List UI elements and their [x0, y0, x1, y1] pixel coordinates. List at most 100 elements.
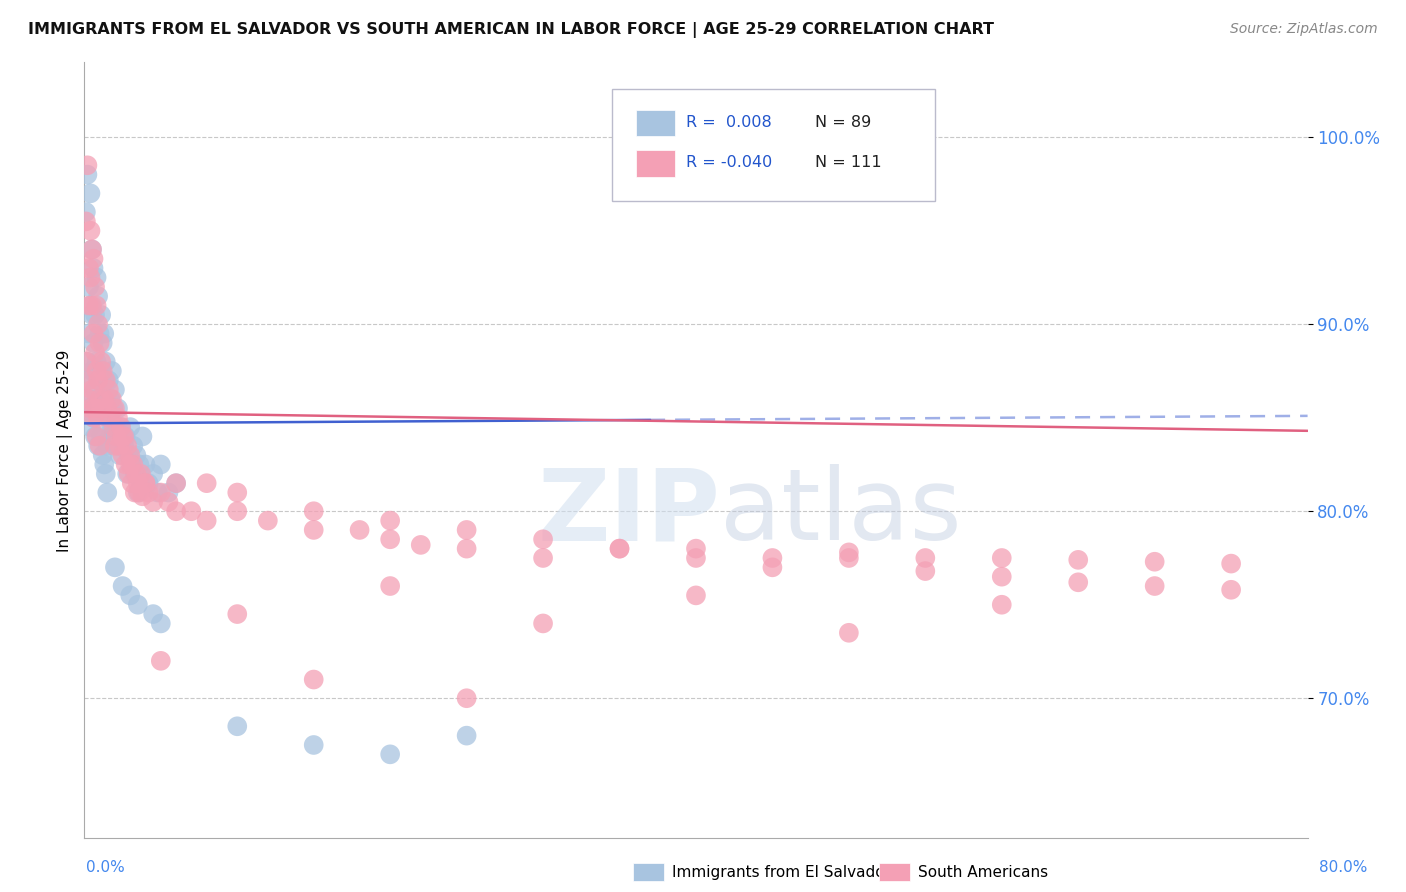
Point [180, 504, 202, 518]
Text: Source: ZipAtlas.com: Source: ZipAtlas.com [1230, 22, 1378, 37]
Point [128, 485, 150, 500]
Text: 0.0%: 0.0% [86, 860, 125, 874]
Point [87, 289, 110, 303]
Point [107, 439, 129, 453]
Point [125, 467, 148, 481]
Point [87, 317, 110, 331]
Text: 80.0%: 80.0% [1319, 860, 1367, 874]
Point [86, 270, 108, 285]
Point [89, 401, 111, 416]
Point [76, 158, 98, 172]
Point [83, 261, 105, 276]
Point [257, 514, 280, 528]
Point [127, 476, 149, 491]
Point [75, 354, 97, 368]
Point [89, 439, 111, 453]
Point [84, 401, 107, 416]
Point [80, 383, 103, 397]
Point [77, 280, 100, 294]
Point [149, 654, 172, 668]
Point [838, 545, 860, 559]
Point [226, 719, 249, 733]
Point [94, 354, 117, 368]
Point [609, 541, 631, 556]
Point [77, 373, 100, 387]
Point [76, 168, 98, 182]
Point [120, 588, 142, 602]
Point [75, 214, 97, 228]
Point [83, 326, 105, 341]
Point [86, 429, 108, 443]
Point [135, 458, 157, 472]
Point [89, 392, 111, 406]
Point [609, 541, 631, 556]
Point [76, 392, 98, 406]
Point [83, 410, 105, 425]
Point [1067, 575, 1090, 590]
Point [93, 458, 115, 472]
Point [165, 476, 187, 491]
Point [531, 551, 554, 566]
Point [302, 738, 325, 752]
Point [80, 308, 103, 322]
Point [77, 392, 100, 406]
Point [91, 401, 114, 416]
Point [114, 458, 136, 472]
Point [110, 420, 132, 434]
Point [838, 551, 860, 566]
Point [138, 485, 160, 500]
Point [110, 420, 132, 434]
Point [165, 476, 187, 491]
Point [118, 448, 141, 462]
Point [79, 299, 101, 313]
Point [89, 335, 111, 350]
Point [93, 392, 115, 406]
Point [120, 448, 142, 462]
Point [128, 458, 150, 472]
Point [87, 439, 110, 453]
Point [112, 429, 135, 443]
Point [75, 205, 97, 219]
Point [90, 429, 112, 443]
Point [105, 420, 128, 434]
Point [914, 551, 936, 566]
Point [103, 401, 125, 416]
Point [90, 364, 112, 378]
Point [97, 383, 120, 397]
Point [226, 504, 249, 518]
Point [302, 673, 325, 687]
Point [302, 523, 325, 537]
Point [111, 579, 134, 593]
Point [90, 354, 112, 368]
Point [685, 541, 707, 556]
Point [456, 691, 478, 706]
Point [84, 280, 107, 294]
Point [84, 345, 107, 359]
Point [1143, 579, 1166, 593]
Point [77, 299, 100, 313]
Point [86, 392, 108, 406]
Point [142, 495, 165, 509]
Point [91, 364, 114, 378]
Point [97, 410, 120, 425]
Point [86, 364, 108, 378]
Text: R = -0.040: R = -0.040 [686, 155, 772, 169]
Point [157, 495, 180, 509]
Point [124, 467, 146, 481]
Point [991, 598, 1014, 612]
Point [104, 401, 127, 416]
Point [77, 326, 100, 341]
Point [135, 476, 157, 491]
Point [103, 429, 125, 443]
Point [380, 533, 402, 547]
Point [83, 410, 105, 425]
Point [349, 523, 371, 537]
Point [129, 476, 152, 491]
Point [111, 448, 134, 462]
Text: ZIP: ZIP [537, 464, 720, 561]
Point [1067, 553, 1090, 567]
Point [456, 541, 478, 556]
Point [112, 439, 135, 453]
Point [84, 383, 107, 397]
Text: South Americans: South Americans [918, 865, 1049, 880]
